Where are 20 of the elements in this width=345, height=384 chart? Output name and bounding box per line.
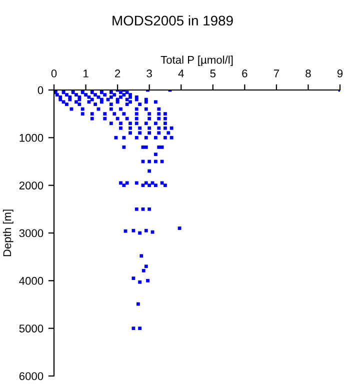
y-tick-label: 0 xyxy=(38,86,44,94)
y-tick-label: 5000 xyxy=(19,324,44,332)
y-tick-label: 2000 xyxy=(19,182,44,190)
x-tick-label: 3 xyxy=(146,70,152,78)
x-tick-label: 2 xyxy=(115,70,120,78)
x-tick-label: 9 xyxy=(337,70,343,78)
x-axis-title: Total P [µmol/l] xyxy=(160,56,233,66)
y-tick-label: 6000 xyxy=(19,372,44,380)
y-tick-label: 4000 xyxy=(19,276,44,285)
x-tick-label: 6 xyxy=(242,70,248,78)
x-tick-label: 0 xyxy=(51,70,57,78)
x-tick-label: 7 xyxy=(274,70,279,78)
y-tick-label: 1000 xyxy=(20,134,44,142)
chart-title: MODS2005 in 1989 xyxy=(112,15,233,26)
x-tick-label: 4 xyxy=(178,70,184,78)
x-tick-label: 1 xyxy=(84,70,88,78)
x-tick-label: 8 xyxy=(306,70,311,78)
x-tick-label: 5 xyxy=(210,70,216,78)
y-tick-label: 3000 xyxy=(19,229,44,238)
y-axis-title: Depth [m] xyxy=(2,210,14,256)
